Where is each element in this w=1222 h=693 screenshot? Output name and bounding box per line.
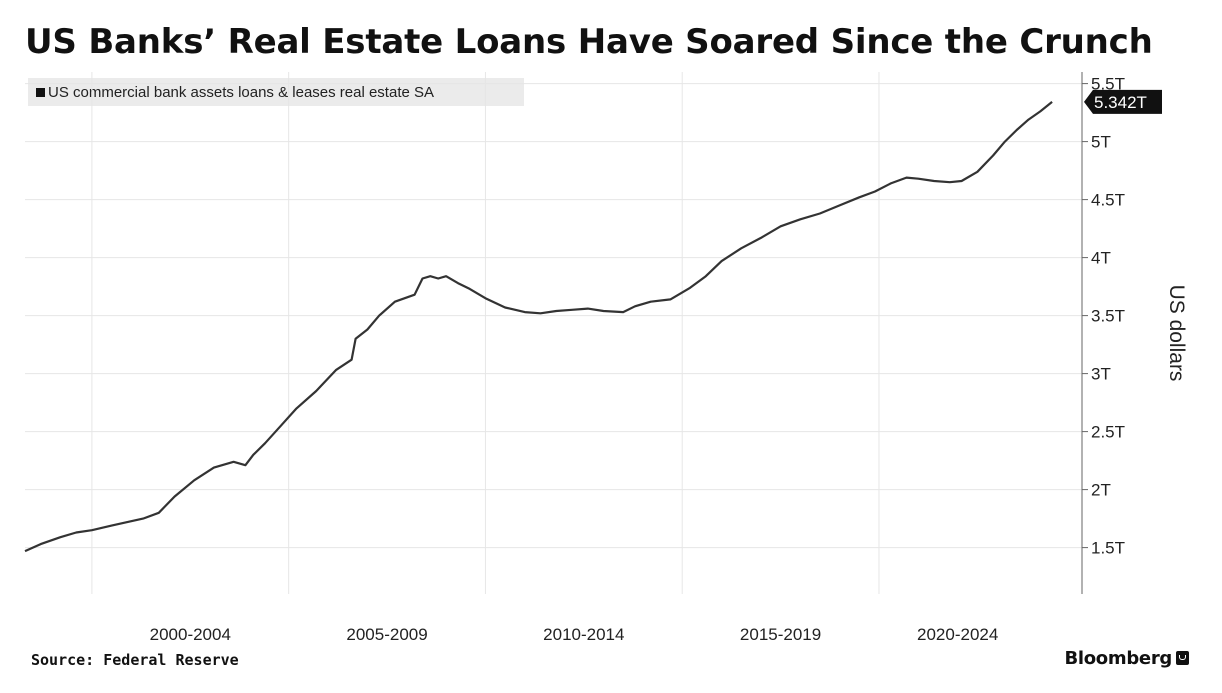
y-tick-label: 5T xyxy=(1091,133,1111,152)
series-group xyxy=(24,101,1053,553)
y-tick-label: 3.5T xyxy=(1091,307,1125,326)
x-tick-label: 2020-2024 xyxy=(917,625,998,644)
y-axis-title: US dollars xyxy=(1165,285,1188,382)
x-tick-label: 2015-2019 xyxy=(740,625,821,644)
legend: US commercial bank assets loans & leases… xyxy=(28,78,524,106)
source-note: Source: Federal Reserve xyxy=(31,651,239,669)
last-value-callout: 5.342T xyxy=(1084,89,1162,114)
legend-label: US commercial bank assets loans & leases… xyxy=(48,83,435,101)
y-tick-label: 4T xyxy=(1091,249,1111,268)
x-tick-label: 2010-2014 xyxy=(543,625,624,644)
y-tick-label: 5.5T xyxy=(1091,75,1125,94)
y-tick-label: 1.5T xyxy=(1091,539,1125,558)
brand-logo: Bloomberg xyxy=(1064,648,1172,669)
chart-title: US Banks’ Real Estate Loans Have Soared … xyxy=(25,22,1153,62)
y-axis-ticks: 1.5T 2T 2.5T 3T 3.5T 4T 4.5T 5T 5.5T xyxy=(1082,75,1125,558)
gridlines xyxy=(25,83,1082,549)
y-tick-label: 2T xyxy=(1091,481,1111,500)
x-tick-label: 2000-2004 xyxy=(150,625,231,644)
y-tick-label: 4.5T xyxy=(1091,191,1125,210)
x-axis-labels: 2000-2004 2005-2009 2010-2014 2015-2019 2020… xyxy=(150,625,999,644)
last-value-badge xyxy=(1084,89,1162,114)
y-tick-label: 2.5T xyxy=(1091,423,1125,442)
x-tick-label: 2005-2009 xyxy=(346,625,427,644)
x-period-dividers xyxy=(91,72,880,594)
series-line xyxy=(24,101,1053,553)
bloomberg-terminal-icon xyxy=(1176,651,1189,665)
y-tick-label: 3T xyxy=(1091,365,1111,384)
legend-swatch xyxy=(36,87,45,97)
last-value-label: 5.342T xyxy=(1094,93,1147,112)
